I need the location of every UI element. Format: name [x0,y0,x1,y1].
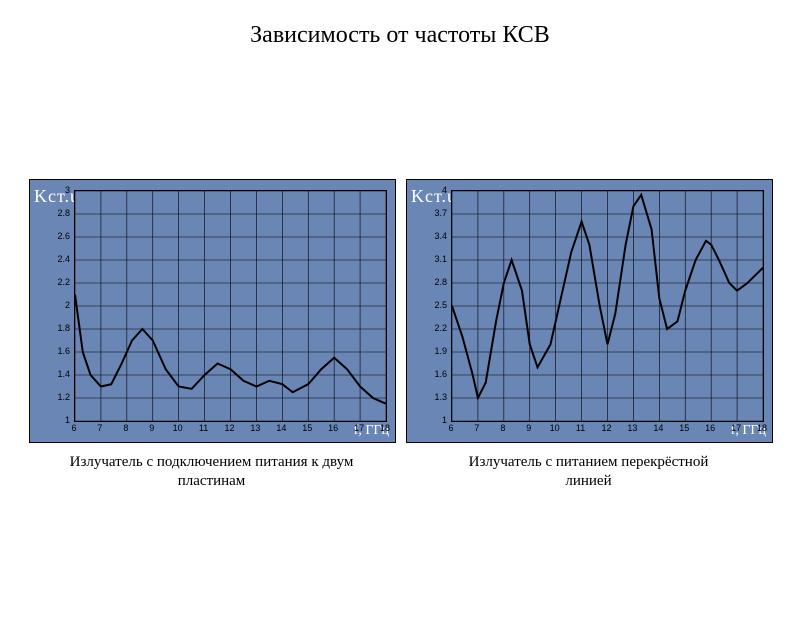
x-tick-label: 13 [627,423,637,433]
x-tick-label: 11 [576,423,585,433]
x-tick-label: 17 [354,423,364,433]
x-tick-label: 17 [731,423,741,433]
x-tick-label: 8 [123,423,128,433]
y-tick-label: 4 [425,185,447,195]
x-tick-label: 16 [328,423,338,433]
caption-line: Излучатель с подключением питания к двум [70,454,354,470]
chart-right-frame: Kст.u f, ГГц 11.31.61.92.22.52.83.13.43.… [406,179,773,443]
x-tick-label: 6 [448,423,453,433]
y-tick-label: 1 [48,415,70,425]
y-tick-label: 2.2 [425,323,447,333]
y-tick-label: 1.6 [48,346,70,356]
y-tick-label: 1.9 [425,346,447,356]
page-title: Зависимость от частоты КСВ [0,22,800,49]
x-tick-label: 15 [302,423,312,433]
y-tick-label: 2.4 [48,254,70,264]
x-tick-label: 13 [250,423,260,433]
y-tick-label: 1.6 [425,369,447,379]
y-tick-label: 3.1 [425,254,447,264]
y-tick-label: 2.6 [48,231,70,241]
plot-area [451,190,764,422]
y-tick-label: 1 [425,415,447,425]
y-tick-label: 1.4 [48,369,70,379]
x-tick-label: 6 [71,423,76,433]
x-tick-label: 7 [474,423,479,433]
x-tick-label: 8 [500,423,505,433]
x-tick-label: 10 [550,423,560,433]
chart-right-caption: Излучатель с питанием перекрёстной линие… [406,453,771,491]
y-tick-label: 1.3 [425,392,447,402]
chart-left-caption: Излучатель с подключением питания к двум… [29,453,394,491]
chart-svg [452,191,763,421]
y-tick-label: 2.8 [48,208,70,218]
y-tick-label: 3.4 [425,231,447,241]
charts-row: Kст.u f, ГГц 11.21.41.61.822.22.42.62.83… [0,179,800,491]
y-tick-label: 3.7 [425,208,447,218]
x-tick-label: 9 [526,423,531,433]
chart-left-frame: Kст.u f, ГГц 11.21.41.61.822.22.42.62.83… [29,179,396,443]
x-tick-label: 10 [173,423,183,433]
x-tick-label: 7 [97,423,102,433]
x-tick-label: 18 [380,423,390,433]
chart-left-panel: Kст.u f, ГГц 11.21.41.61.822.22.42.62.83… [29,179,394,491]
caption-line: пластинам [178,473,246,489]
x-tick-label: 9 [149,423,154,433]
y-tick-label: 3 [48,185,70,195]
x-tick-label: 14 [276,423,286,433]
plot-area [74,190,387,422]
x-tick-label: 18 [757,423,767,433]
y-tick-label: 2.2 [48,277,70,287]
chart-right-panel: Kст.u f, ГГц 11.31.61.92.22.52.83.13.43.… [406,179,771,491]
x-tick-label: 14 [653,423,663,433]
x-tick-label: 16 [705,423,715,433]
chart-svg [75,191,386,421]
caption-line: линией [565,473,611,489]
x-tick-label: 12 [601,423,611,433]
x-tick-label: 12 [224,423,234,433]
x-tick-label: 15 [679,423,689,433]
y-tick-label: 2.8 [425,277,447,287]
y-tick-label: 1.8 [48,323,70,333]
x-tick-label: 11 [199,423,208,433]
y-tick-label: 2.5 [425,300,447,310]
caption-line: Излучатель с питанием перекрёстной [469,454,709,470]
y-tick-label: 2 [48,300,70,310]
y-tick-label: 1.2 [48,392,70,402]
